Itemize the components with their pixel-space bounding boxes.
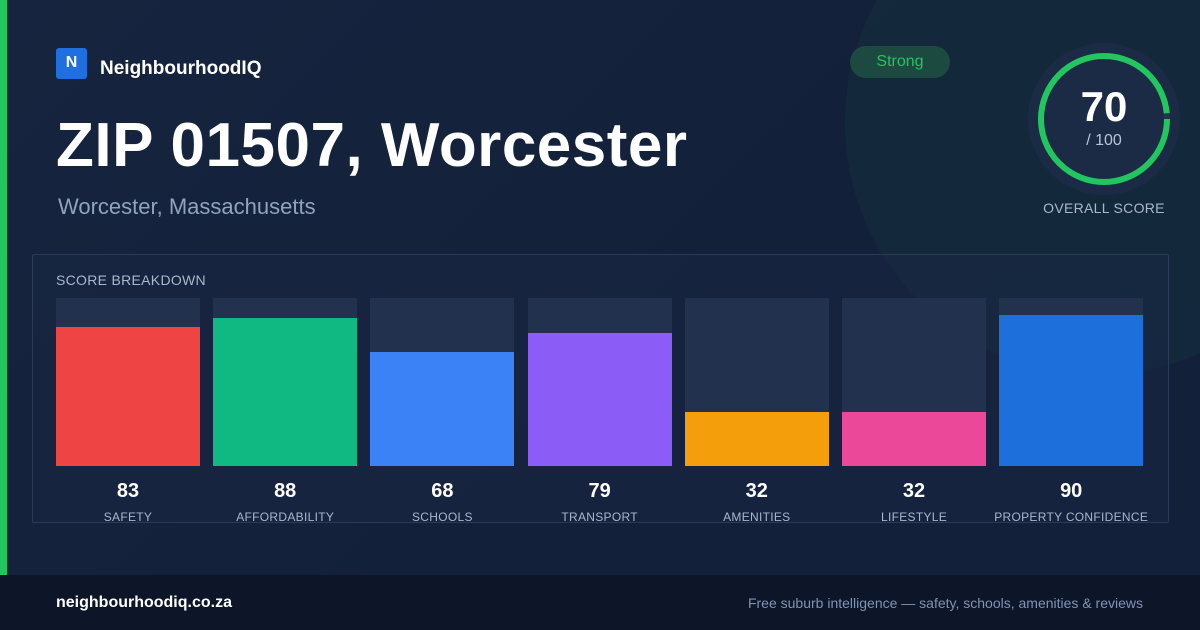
bar — [213, 318, 358, 466]
bar-column: 32 LIFESTYLE — [842, 298, 986, 524]
score-breakdown-panel: SCORE BREAKDOWN 83 SAFETY 88 AFFORDABILITY 6… — [32, 254, 1169, 524]
bar-category-label: AMENITIES — [723, 510, 791, 524]
bar-category-label: TRANSPORT — [561, 510, 638, 524]
bar — [999, 314, 1144, 466]
bar-track — [527, 298, 672, 466]
score-breakdown-title: SCORE BREAKDOWN — [56, 272, 206, 288]
bar-value-label: 79 — [588, 480, 611, 502]
hero-card: N NeighbourhoodIQ ZIP 01507, Worcester W… — [0, 0, 1200, 575]
overall-score-ring: 70 / 100 — [1028, 43, 1180, 195]
bar — [527, 333, 672, 466]
bar-value-label: 32 — [745, 480, 768, 502]
bar-value-label: 88 — [274, 480, 297, 502]
bar-category-label: AFFORDABILITY — [236, 510, 335, 524]
bar-value-label: 68 — [431, 480, 454, 502]
bar-value-label: 32 — [902, 480, 926, 502]
bar-track — [684, 298, 829, 466]
bar-column: 83 SAFETY — [56, 298, 200, 524]
footer-domain: neighbourhoodiq.co.za — [56, 594, 232, 611]
bar-column: 88 AFFORDABILITY — [213, 298, 358, 524]
footer: neighbourhoodiq.co.za Free suburb intell… — [0, 575, 1200, 630]
bar-column: 79 TRANSPORT — [527, 298, 672, 524]
bar-value-label: 90 — [1060, 480, 1083, 502]
overall-score-value: 70 — [1080, 83, 1128, 130]
footer-tagline: Free suburb intelligence — safety, schoo… — [747, 595, 1143, 611]
bar-track — [999, 298, 1144, 466]
bar-category-label: LIFESTYLE — [880, 510, 948, 524]
bar — [684, 412, 829, 466]
bar-value-label: 83 — [116, 480, 140, 502]
score-ring-progress — [1038, 53, 1170, 185]
brand-name: NeighbourhoodIQ — [100, 58, 262, 79]
bar-track — [56, 298, 200, 466]
bar-column: 90 PROPERTY CONFIDENCE — [994, 298, 1148, 524]
bar-category-label: SAFETY — [103, 510, 153, 524]
score-ring-graphic — [1028, 43, 1180, 195]
accent-bar — [0, 0, 7, 575]
score-ring-backdrop — [1028, 43, 1180, 195]
bar — [842, 412, 986, 466]
bar — [370, 351, 515, 466]
brand: N NeighbourhoodIQ — [56, 46, 261, 80]
bar-category-label: PROPERTY CONFIDENCE — [994, 510, 1149, 524]
overall-score-denominator: / 100 — [1086, 132, 1122, 149]
status-badge: Strong — [850, 46, 950, 78]
bar-column: 68 SCHOOLS — [370, 298, 515, 524]
bar-track — [370, 298, 515, 466]
page-subtitle: Worcester, Massachusetts — [58, 194, 316, 219]
bar-column: 32 AMENITIES — [684, 298, 829, 524]
bar-track — [213, 298, 358, 466]
overall-score-label: OVERALL SCORE — [1043, 200, 1165, 216]
logo-icon: N — [56, 47, 87, 79]
bar — [56, 326, 200, 466]
page-title: ZIP 01507, Worcester — [56, 111, 688, 180]
bar-track — [842, 298, 986, 466]
bar-category-label: SCHOOLS — [411, 510, 473, 524]
